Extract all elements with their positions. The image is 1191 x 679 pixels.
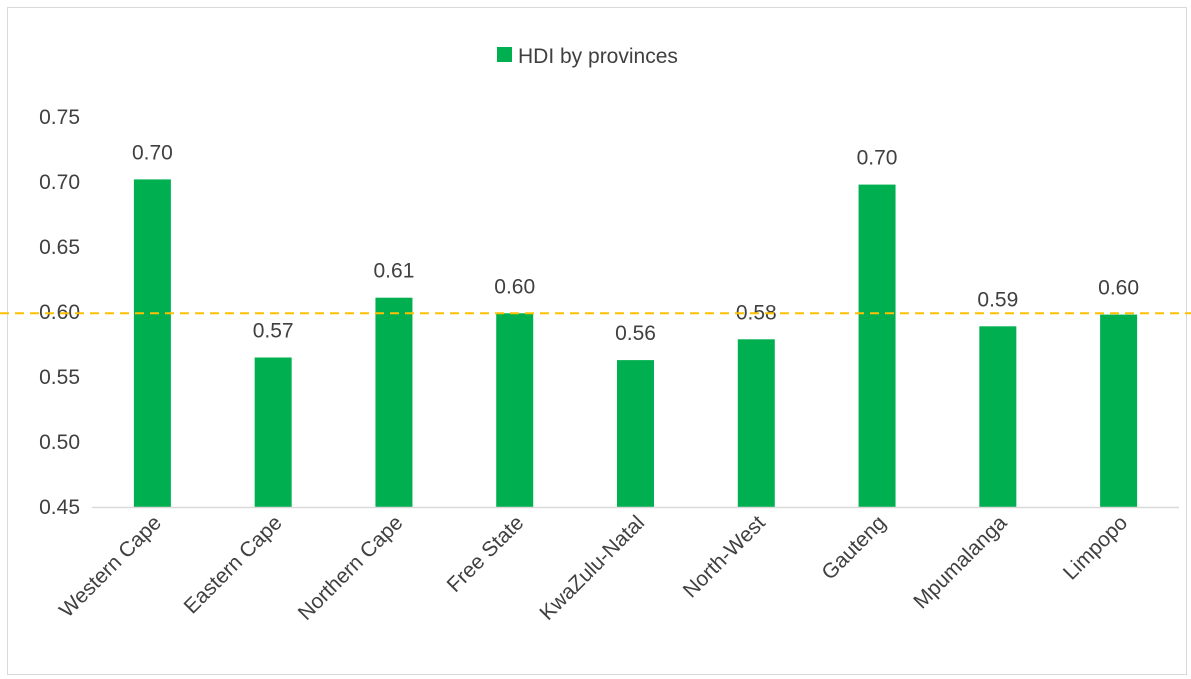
x-tick-label: Limpopo xyxy=(1059,511,1132,584)
y-tick-label: 0.50 xyxy=(39,431,80,454)
data-labels: 0.700.570.610.600.560.580.700.590.60 xyxy=(132,141,1139,345)
data-label: 0.61 xyxy=(374,260,415,283)
bar xyxy=(617,360,654,507)
x-axis: Western Cape Eastern Cape Northern Cape Fre… xyxy=(55,511,1132,625)
x-tick-label: Eastern Cape xyxy=(180,511,287,618)
x-tick-label: Free State xyxy=(443,511,529,597)
bar xyxy=(979,326,1017,507)
y-tick-label: 0.70 xyxy=(39,171,80,194)
y-axis: 0.45 0.50 0.55 0.60 0.65 0.70 0.75 xyxy=(39,106,80,519)
data-label: 0.57 xyxy=(253,320,294,343)
legend-swatch xyxy=(497,47,512,62)
bar xyxy=(496,313,534,507)
x-tick-label: Northern Cape xyxy=(294,511,408,625)
x-tick-label: KwaZulu-Natal xyxy=(535,511,649,625)
x-tick-label: Gauteng xyxy=(817,511,890,584)
bars xyxy=(133,179,1138,507)
x-tick-label: Mpumalanga xyxy=(909,511,1011,613)
legend-label: HDI by provinces xyxy=(518,45,678,68)
legend: HDI by provinces xyxy=(497,45,678,68)
data-label: 0.60 xyxy=(494,275,535,298)
y-tick-label: 0.45 xyxy=(39,496,80,519)
y-tick-label: 0.75 xyxy=(39,106,80,129)
y-tick-label: 0.60 xyxy=(39,301,80,324)
bar xyxy=(1100,314,1138,507)
chart-frame xyxy=(7,7,1187,675)
bar xyxy=(375,297,413,507)
data-label: 0.60 xyxy=(1098,277,1139,300)
data-label: 0.59 xyxy=(977,288,1018,311)
x-tick-label: North-West xyxy=(679,511,770,602)
data-label: 0.56 xyxy=(615,322,656,345)
y-tick-label: 0.55 xyxy=(39,366,80,389)
x-tick-label: Western Cape xyxy=(55,511,166,622)
data-label: 0.70 xyxy=(857,147,898,170)
bar xyxy=(254,357,292,507)
bar xyxy=(133,179,171,507)
bar xyxy=(858,184,896,507)
bar xyxy=(737,339,775,507)
y-tick-label: 0.65 xyxy=(39,236,80,259)
data-label: 0.70 xyxy=(132,141,173,164)
